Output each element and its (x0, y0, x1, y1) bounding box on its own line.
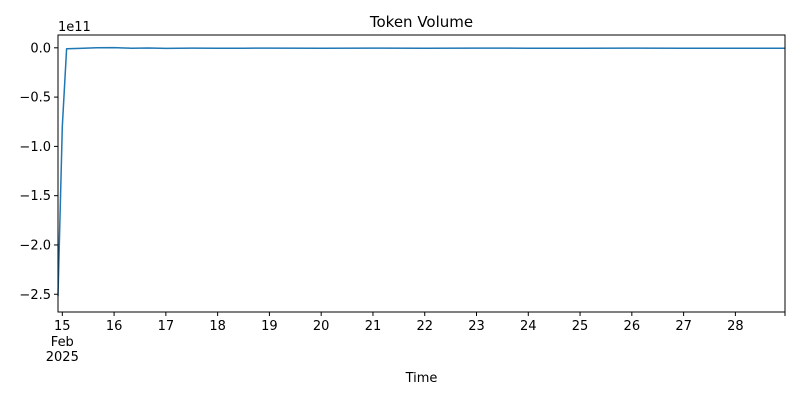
x-tick-label: 18 (209, 319, 226, 334)
x-tick-label: 22 (416, 319, 433, 334)
series-line (57, 46, 785, 297)
y-tick-label: −2.0 (19, 238, 51, 253)
plot-frame (57, 34, 786, 313)
y-tick-label: −1.5 (19, 189, 51, 204)
x-axis-label: Time (405, 371, 438, 386)
chart-title: Token Volume (369, 13, 473, 31)
y-tick-label: −1.0 (19, 140, 51, 155)
y-axis-offset-label: 1e11 (58, 20, 91, 35)
x-tick-label: 15 (54, 319, 71, 334)
x-tick-sublabel: 2025 (46, 350, 79, 365)
x-tick-label: 17 (158, 319, 175, 334)
x-tick-label: 19 (261, 319, 278, 334)
x-tick-label: 27 (675, 319, 692, 334)
x-tick-label: 16 (106, 319, 123, 334)
x-tick-label: 24 (520, 319, 537, 334)
x-tick-label: 23 (468, 319, 485, 334)
y-tick-label: −2.5 (19, 288, 51, 303)
x-tick-label: 20 (313, 319, 330, 334)
x-tick-sublabel: Feb (51, 335, 74, 350)
y-tick-label: 0.0 (30, 41, 51, 56)
y-tick-label: −0.5 (19, 91, 51, 106)
x-tick-label: 26 (624, 319, 641, 334)
x-tick-label: 25 (572, 319, 589, 334)
y-axis-ticks: 0.0 −0.5 −1.0 −1.5 −2.0 −2.5 (19, 41, 58, 303)
x-tick-label: 21 (365, 319, 382, 334)
x-tick-label: 28 (727, 319, 744, 334)
